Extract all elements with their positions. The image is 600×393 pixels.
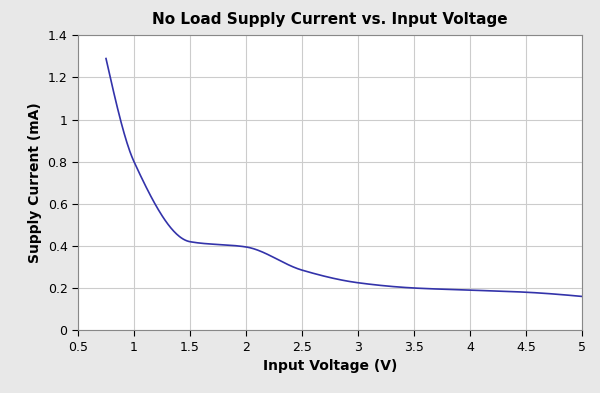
Title: No Load Supply Current vs. Input Voltage: No Load Supply Current vs. Input Voltage	[152, 12, 508, 27]
X-axis label: Input Voltage (V): Input Voltage (V)	[263, 359, 397, 373]
Y-axis label: Supply Current (mA): Supply Current (mA)	[28, 102, 42, 263]
